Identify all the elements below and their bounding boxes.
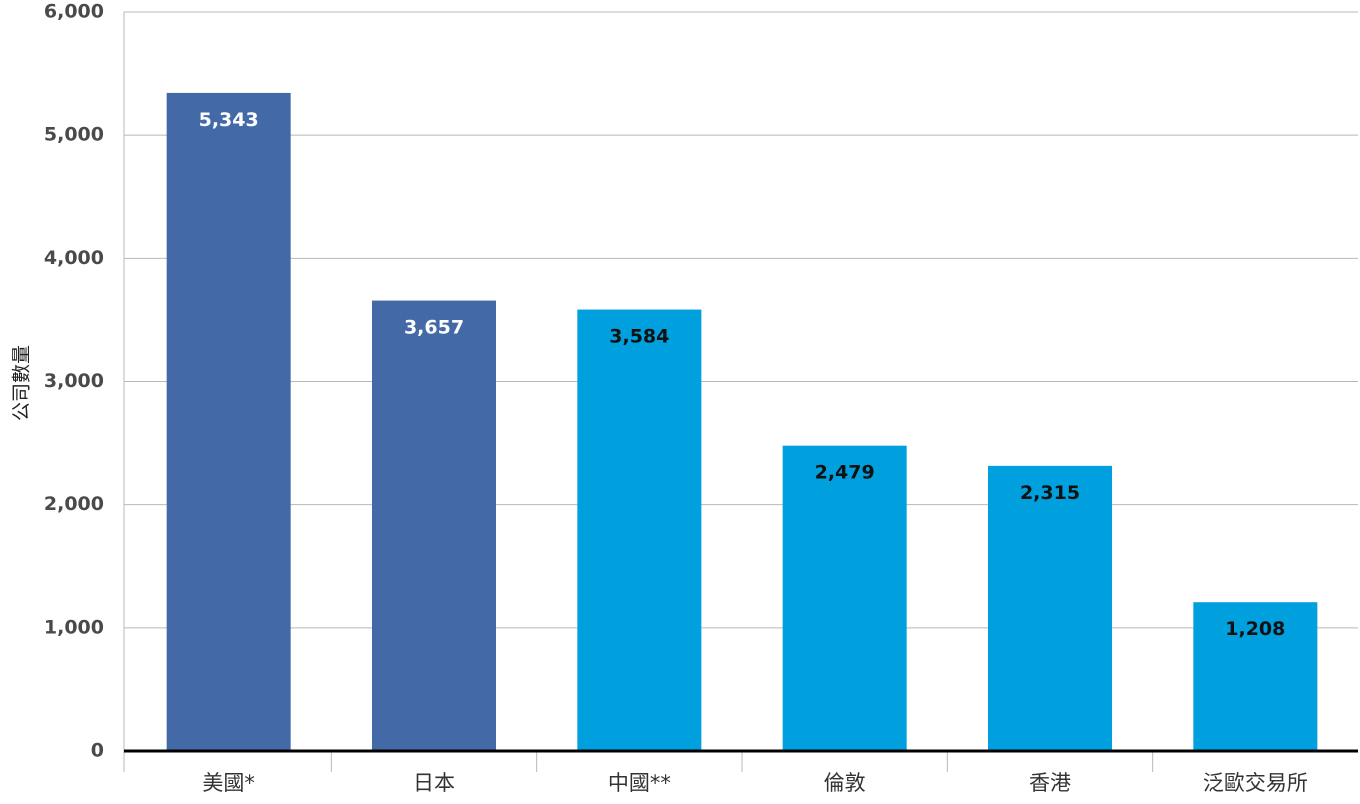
- bar: [782, 445, 907, 751]
- data-label: 1,208: [1225, 618, 1285, 640]
- y-tick-label: 1,000: [44, 616, 104, 638]
- bars: [166, 92, 1318, 751]
- data-label: 2,315: [1020, 482, 1080, 504]
- y-tick-label: 0: [91, 740, 104, 762]
- value-labels: 5,343 3,657 3,584 2,479 2,315 1,208: [199, 109, 1286, 640]
- data-label: 3,584: [609, 326, 669, 348]
- x-tick-label: 日本: [413, 771, 455, 795]
- y-tick-label: 5,000: [44, 124, 104, 146]
- y-axis-label: 公司數量: [11, 345, 33, 421]
- x-tick-label: 香港: [1029, 771, 1071, 795]
- y-tick-label: 3,000: [44, 370, 104, 392]
- axes: 0 1,000 2,000 3,000 4,000 5,000 6,000 美國* 日本 中國**…: [44, 1, 1358, 795]
- bar: [166, 92, 291, 751]
- bar: [988, 465, 1112, 751]
- y-tick-label: 2,000: [44, 493, 104, 515]
- data-label: 3,657: [404, 317, 464, 339]
- bar: [577, 309, 702, 751]
- y-tick-label: 4,000: [44, 247, 104, 269]
- x-tick-label: 倫敦: [824, 771, 866, 795]
- bar: [372, 300, 496, 751]
- y-tick-label: 6,000: [44, 1, 104, 23]
- x-tick-label: 美國*: [202, 771, 255, 795]
- bar: [1193, 602, 1318, 751]
- x-tick-label: 中國**: [608, 771, 671, 795]
- gridlines: [124, 11, 1358, 629]
- x-tick-label: 泛歐交易所: [1203, 771, 1308, 795]
- data-label: 5,343: [199, 109, 259, 131]
- data-label: 2,479: [815, 462, 875, 484]
